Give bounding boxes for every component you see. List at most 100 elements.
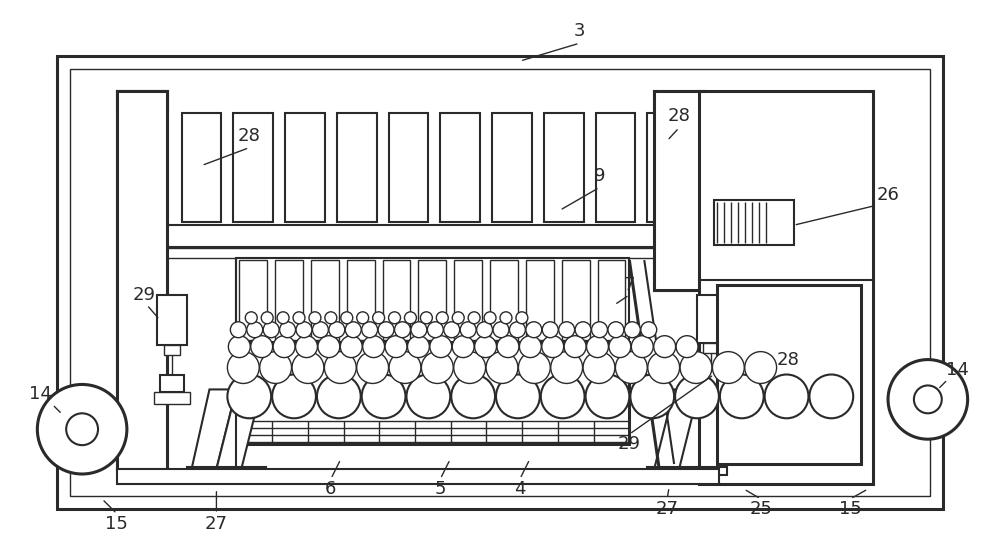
Bar <box>695 385 727 395</box>
Bar <box>233 113 273 222</box>
Circle shape <box>541 374 585 418</box>
Circle shape <box>292 352 324 383</box>
Circle shape <box>452 336 474 358</box>
Bar <box>117 91 167 469</box>
Circle shape <box>318 336 340 358</box>
Circle shape <box>509 322 525 338</box>
Circle shape <box>406 374 450 418</box>
Circle shape <box>468 312 480 324</box>
Circle shape <box>559 322 575 338</box>
Bar <box>347 260 375 340</box>
Circle shape <box>888 359 968 439</box>
Circle shape <box>312 322 328 338</box>
Circle shape <box>496 374 540 418</box>
Circle shape <box>341 312 353 324</box>
Bar <box>647 467 727 475</box>
Circle shape <box>654 336 676 358</box>
Bar <box>311 260 339 340</box>
Text: 27: 27 <box>205 515 228 533</box>
Bar <box>596 113 635 222</box>
Bar <box>544 113 584 222</box>
Circle shape <box>575 322 591 338</box>
Text: 28: 28 <box>238 127 261 145</box>
Bar <box>598 260 625 340</box>
Circle shape <box>914 385 942 413</box>
Circle shape <box>624 322 640 338</box>
Circle shape <box>720 374 764 418</box>
Circle shape <box>245 312 257 324</box>
Circle shape <box>277 312 289 324</box>
Bar <box>167 248 659 258</box>
Bar <box>239 260 267 340</box>
Bar <box>236 342 629 444</box>
Text: 14: 14 <box>29 385 52 403</box>
Circle shape <box>586 374 629 418</box>
Circle shape <box>712 352 744 383</box>
Circle shape <box>228 336 250 358</box>
Circle shape <box>675 374 719 418</box>
Circle shape <box>444 322 460 338</box>
Circle shape <box>66 413 98 445</box>
Circle shape <box>493 322 509 338</box>
Circle shape <box>389 352 421 383</box>
Bar <box>154 393 190 404</box>
Bar <box>70 69 930 496</box>
Text: 9: 9 <box>594 166 605 185</box>
Circle shape <box>609 336 631 358</box>
Bar <box>337 113 377 222</box>
Bar <box>187 467 266 475</box>
Bar <box>285 113 325 222</box>
Circle shape <box>317 374 361 418</box>
Bar <box>562 260 590 340</box>
Circle shape <box>37 384 127 474</box>
Text: 15: 15 <box>839 500 862 518</box>
Circle shape <box>404 312 416 324</box>
Circle shape <box>345 322 361 338</box>
Text: 28: 28 <box>777 351 800 369</box>
Circle shape <box>411 322 427 338</box>
Bar <box>440 113 480 222</box>
Circle shape <box>272 374 316 418</box>
Bar <box>526 260 554 340</box>
Circle shape <box>551 352 583 383</box>
Circle shape <box>608 322 624 338</box>
Circle shape <box>484 312 496 324</box>
Circle shape <box>452 312 464 324</box>
Circle shape <box>251 336 273 358</box>
Circle shape <box>363 336 385 358</box>
Circle shape <box>340 336 362 358</box>
Text: 29: 29 <box>618 435 641 453</box>
Text: 29: 29 <box>132 286 155 304</box>
Text: 14: 14 <box>946 361 969 379</box>
Circle shape <box>273 336 295 358</box>
Bar <box>699 91 873 484</box>
Polygon shape <box>216 389 261 469</box>
Bar <box>701 369 723 385</box>
Circle shape <box>373 312 385 324</box>
Circle shape <box>436 312 448 324</box>
Circle shape <box>247 322 263 338</box>
Text: 3: 3 <box>574 22 585 40</box>
Circle shape <box>430 336 452 358</box>
Circle shape <box>227 352 259 383</box>
Bar <box>697 295 725 343</box>
Text: 4: 4 <box>514 480 526 498</box>
Bar <box>654 91 704 290</box>
Bar <box>492 113 532 222</box>
Circle shape <box>420 312 432 324</box>
Circle shape <box>293 312 305 324</box>
Circle shape <box>378 322 394 338</box>
Bar <box>490 260 518 340</box>
Bar <box>117 91 167 469</box>
Bar <box>703 343 719 353</box>
Bar <box>117 91 167 109</box>
Bar <box>160 374 184 393</box>
Circle shape <box>362 322 378 338</box>
Circle shape <box>526 322 542 338</box>
Text: 7: 7 <box>624 276 635 294</box>
Text: 26: 26 <box>877 186 899 205</box>
Circle shape <box>680 352 712 383</box>
Bar <box>714 200 794 245</box>
Circle shape <box>477 322 493 338</box>
Circle shape <box>745 352 777 383</box>
